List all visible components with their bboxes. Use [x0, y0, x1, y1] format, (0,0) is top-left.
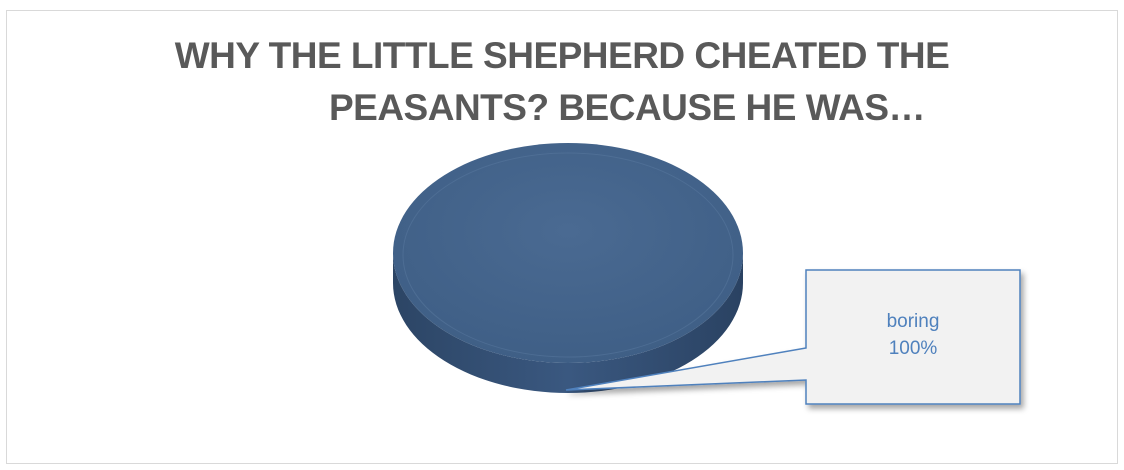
chart-title-line-1: WHY THE LITTLE SHEPHERD CHEATED THE: [174, 35, 950, 76]
data-label-boring: boring 100%: [806, 308, 1020, 362]
pie-slice-side-boring: [393, 253, 743, 393]
chart-title: WHY THE LITTLE SHEPHERD CHEATED THE PEAS…: [0, 30, 1124, 134]
chart-title-line-2: PEASANTS? BECAUSE HE WAS…: [328, 87, 926, 128]
pie-bevel-highlight: [402, 152, 734, 358]
data-callout-box: [565, 269, 1021, 405]
pie-slice-boring: [393, 143, 743, 363]
data-label-percent: 100%: [888, 338, 938, 359]
data-label-category: boring: [886, 311, 940, 332]
